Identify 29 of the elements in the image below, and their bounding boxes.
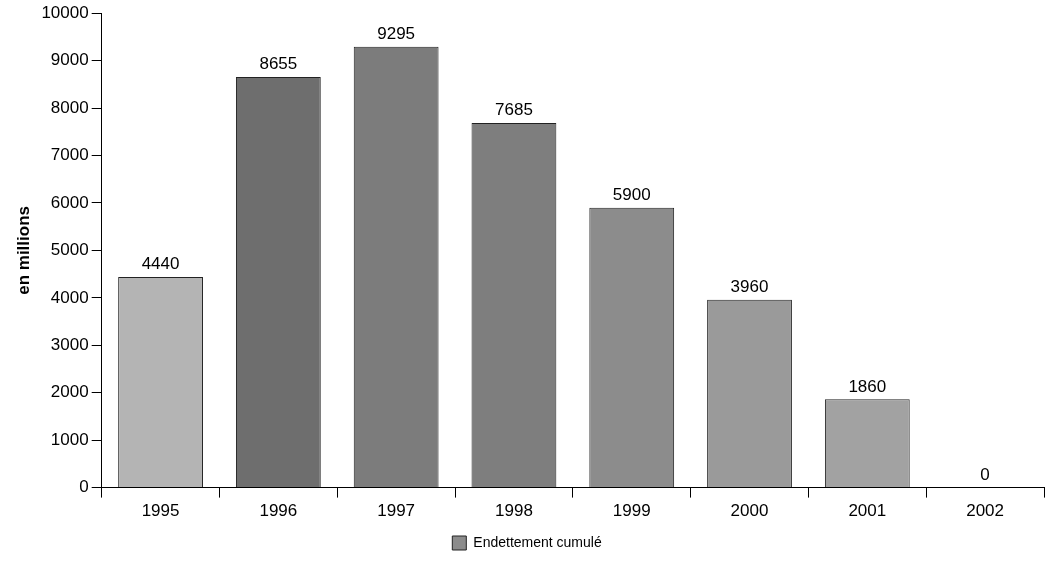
- x-tick-label: 2001: [848, 501, 887, 521]
- x-tick-label: 1998: [495, 501, 533, 521]
- data-label: 7685: [495, 100, 533, 120]
- x-tick-label: 2002: [966, 501, 1005, 521]
- y-tick-label: 7000: [50, 145, 89, 165]
- data-label: 3960: [730, 276, 769, 296]
- x-tick-label: 1997: [377, 501, 416, 521]
- data-label: 8655: [259, 54, 298, 74]
- y-tick-label: 10000: [41, 2, 89, 22]
- data-label: 9295: [377, 23, 416, 43]
- data-label: 5900: [612, 184, 651, 204]
- data-label: 4440: [141, 254, 180, 274]
- y-tick-label: 5000: [50, 240, 89, 260]
- y-tick-label: 9000: [50, 50, 89, 70]
- data-label: 1860: [848, 376, 887, 396]
- y-axis-title: en millions: [13, 206, 33, 295]
- data-label: 0: [980, 464, 990, 484]
- x-tick-label: 1996: [259, 501, 298, 521]
- x-tick-label: 2000: [730, 501, 769, 521]
- y-tick-label: 1000: [50, 429, 89, 449]
- y-tick-label: 2000: [50, 382, 89, 402]
- y-tick-label: 0: [79, 477, 89, 497]
- y-tick-label: 6000: [50, 192, 89, 212]
- y-tick-label: 3000: [50, 334, 89, 354]
- x-tick-label: 1999: [612, 501, 651, 521]
- legend-label: Endettement cumulé: [473, 533, 602, 550]
- y-tick-label: 4000: [50, 287, 89, 307]
- y-tick-label: 8000: [50, 97, 89, 117]
- x-tick-label: 1995: [141, 501, 180, 521]
